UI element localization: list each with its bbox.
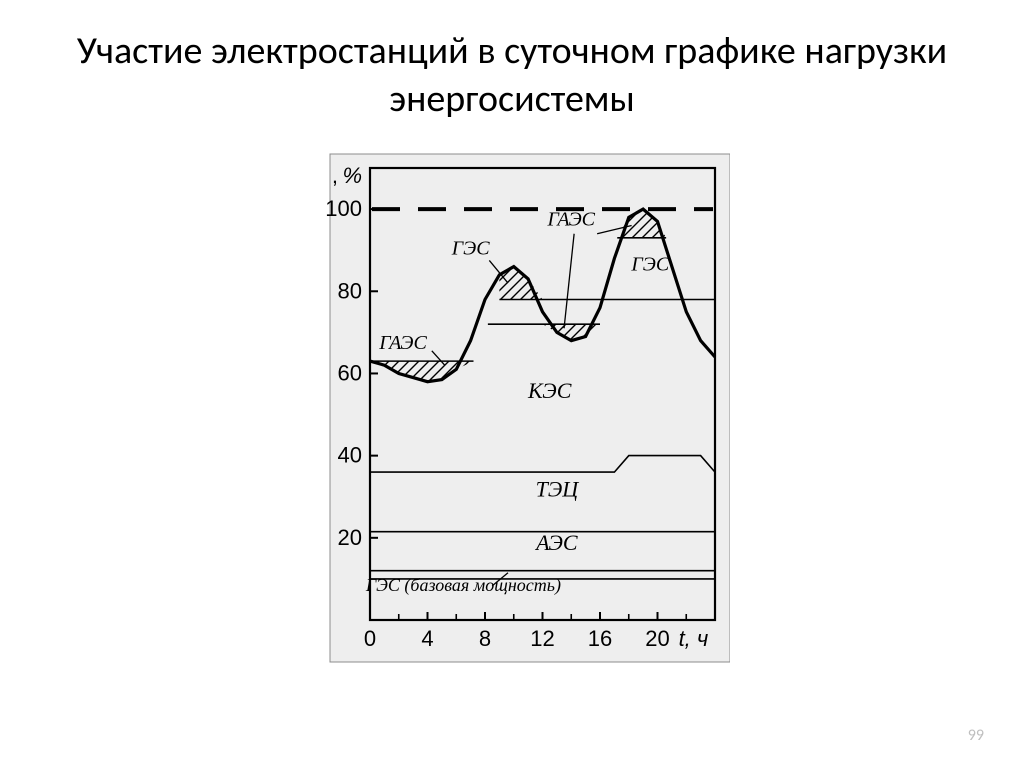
- region-label: КЭС: [527, 378, 572, 403]
- y-axis-label: %: [342, 163, 362, 188]
- x-tick-label: 16: [588, 626, 612, 651]
- region-label: ГЭС: [630, 254, 669, 276]
- x-tick-label: 0: [364, 626, 376, 651]
- x-axis-label: t, ч: [679, 626, 709, 651]
- region-label: АЭС: [534, 530, 578, 555]
- region-label: ГЭС (базовая мощность): [365, 575, 561, 596]
- region-label: ТЭЦ: [536, 477, 580, 502]
- y-tick-label: 80: [338, 278, 362, 303]
- y-tick-label: 40: [338, 443, 362, 468]
- load-chart: 20 40 60 80 100%, 0 4 8 12 16 20 t, ч ГАЭС ГЭС ГАЭС ГЭС…: [300, 150, 730, 670]
- x-tick-label: 12: [530, 626, 554, 651]
- x-tick-label: 20: [645, 626, 669, 651]
- y-tick-label: 60: [338, 360, 362, 385]
- y-tick-label: 20: [338, 525, 362, 550]
- x-tick-label: 8: [479, 626, 491, 651]
- svg-text:,: ,: [332, 163, 338, 188]
- region-label: ГАЭС: [378, 332, 427, 354]
- chart-svg: 20 40 60 80 100%, 0 4 8 12 16 20 t, ч ГАЭС ГЭС ГАЭС ГЭС…: [300, 150, 730, 670]
- region-label: ГЭС: [451, 237, 490, 259]
- x-tick-label: 4: [421, 626, 433, 651]
- y-tick-label: 100: [325, 196, 362, 221]
- region-label: ГАЭС: [546, 209, 595, 231]
- page-number: 99: [968, 726, 984, 745]
- page-title: Участие электростанций в суточном график…: [0, 28, 1024, 123]
